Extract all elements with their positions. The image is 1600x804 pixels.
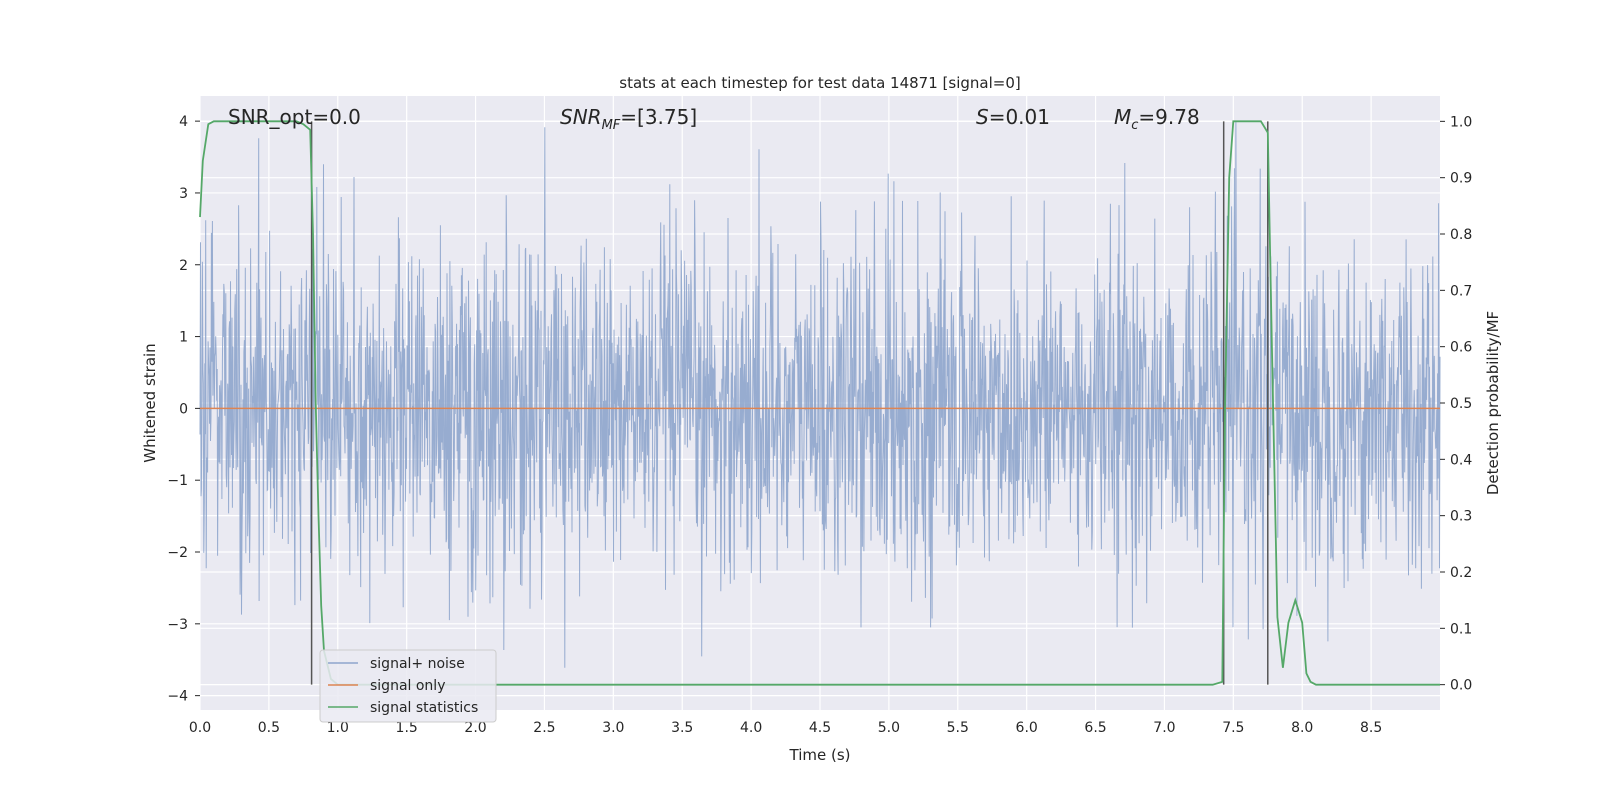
- annotation-s-main: S: [976, 105, 989, 129]
- chart-title: stats at each timestep for test data 148…: [619, 74, 1020, 92]
- annotation-snr-mf-subscript: MF: [602, 118, 621, 133]
- x-tick-label: 1.5: [396, 720, 418, 736]
- y-tick-label: 3: [179, 186, 188, 202]
- y-tick-label: −4: [167, 689, 188, 705]
- series-signal-plus-noise: [199, 121, 1441, 668]
- x-tick-label: 6.0: [1016, 720, 1038, 736]
- annotation-snr-mf-value: =[3.75]: [620, 105, 697, 129]
- y2-tick-label: 0.8: [1450, 227, 1472, 243]
- legend-label-signal-plus-noise: signal+ noise: [370, 656, 465, 672]
- y-tick-labels: 4 3 2 1 0 −1 −2 −3 −4: [167, 114, 200, 705]
- x-tick-label: 7.5: [1222, 720, 1244, 736]
- x-tick-label: 3.0: [602, 720, 624, 736]
- x-tick-label: 2.0: [464, 720, 486, 736]
- x-tick-label: 0.0: [189, 720, 211, 736]
- x-tick-label: 3.5: [671, 720, 693, 736]
- y2-tick-labels: 1.0 0.9 0.8 0.7 0.6 0.5 0.4 0.3 0.2 0.1 0.0: [1440, 114, 1472, 694]
- x-tick-label: 8.0: [1291, 720, 1313, 736]
- series-signal-statistics: [199, 120, 1440, 686]
- y2-tick-label: 0.7: [1450, 283, 1472, 299]
- y-tick-label: 2: [179, 258, 188, 274]
- signal-statistics-line: [199, 120, 1440, 686]
- signal-plus-noise-line: [199, 121, 1441, 668]
- y-tick-label: 1: [179, 330, 188, 346]
- y-tick-label: 4: [179, 114, 188, 130]
- annotation-s-value: =0.01: [989, 105, 1050, 129]
- annotation-mc-value: =9.78: [1138, 105, 1199, 129]
- legend: signal+ noise signal only signal statist…: [319, 649, 497, 723]
- y2-tick-label: 0.4: [1450, 452, 1472, 468]
- legend-box: [319, 649, 497, 723]
- y2-tick-label: 0.1: [1450, 621, 1472, 637]
- x-tick-label: 1.0: [327, 720, 349, 736]
- legend-label-signal-statistics: signal statistics: [370, 700, 478, 716]
- x-axis-label: Time (s): [789, 746, 851, 764]
- x-tick-label: 2.5: [533, 720, 555, 736]
- y-tick-label: −3: [167, 617, 188, 633]
- y2-tick-label: 0.5: [1450, 396, 1472, 412]
- annotation-snr-mf: SNRMF=[3.75]: [560, 105, 697, 133]
- y-tick-label: −2: [167, 545, 188, 561]
- y-tick-label: −1: [167, 473, 188, 489]
- x-tick-label: 4.0: [740, 720, 762, 736]
- annotation-snr-mf-main: SNR: [560, 105, 602, 129]
- y2-tick-label: 0.6: [1450, 340, 1472, 356]
- y2-tick-label: 0.3: [1450, 509, 1472, 525]
- y-axis-label: Whitened strain: [141, 343, 159, 462]
- x-tick-label: 0.5: [258, 720, 280, 736]
- y2-tick-label: 0.0: [1450, 678, 1472, 694]
- x-tick-label: 5.0: [878, 720, 900, 736]
- y2-tick-label: 0.2: [1450, 565, 1472, 581]
- x-tick-label: 8.5: [1360, 720, 1382, 736]
- x-tick-label: 6.5: [1084, 720, 1106, 736]
- annotation-snr-opt: SNR_opt=0.0: [228, 105, 361, 129]
- x-tick-label: 5.5: [947, 720, 969, 736]
- annotation-mc-main: M: [1114, 105, 1131, 129]
- x-tick-label: 4.5: [809, 720, 831, 736]
- y2-tick-label: 1.0: [1450, 114, 1472, 130]
- y-tick-label: 0: [179, 401, 188, 417]
- x-tick-labels: 0.0 0.5 1.0 1.5 2.0 2.5 3.0 3.5 4.0 4.5 5.0 5.5 6.0 6…: [189, 720, 1382, 736]
- legend-label-signal-only: signal only: [370, 678, 445, 694]
- annotation-mc-subscript: c: [1131, 118, 1138, 133]
- y2-axis-label: Detection probability/MF: [1484, 311, 1502, 495]
- x-tick-label: 7.0: [1153, 720, 1175, 736]
- annotation-mc: Mc=9.78: [1114, 105, 1200, 133]
- y2-tick-label: 0.9: [1450, 171, 1472, 187]
- annotation-s: S=0.01: [976, 105, 1050, 129]
